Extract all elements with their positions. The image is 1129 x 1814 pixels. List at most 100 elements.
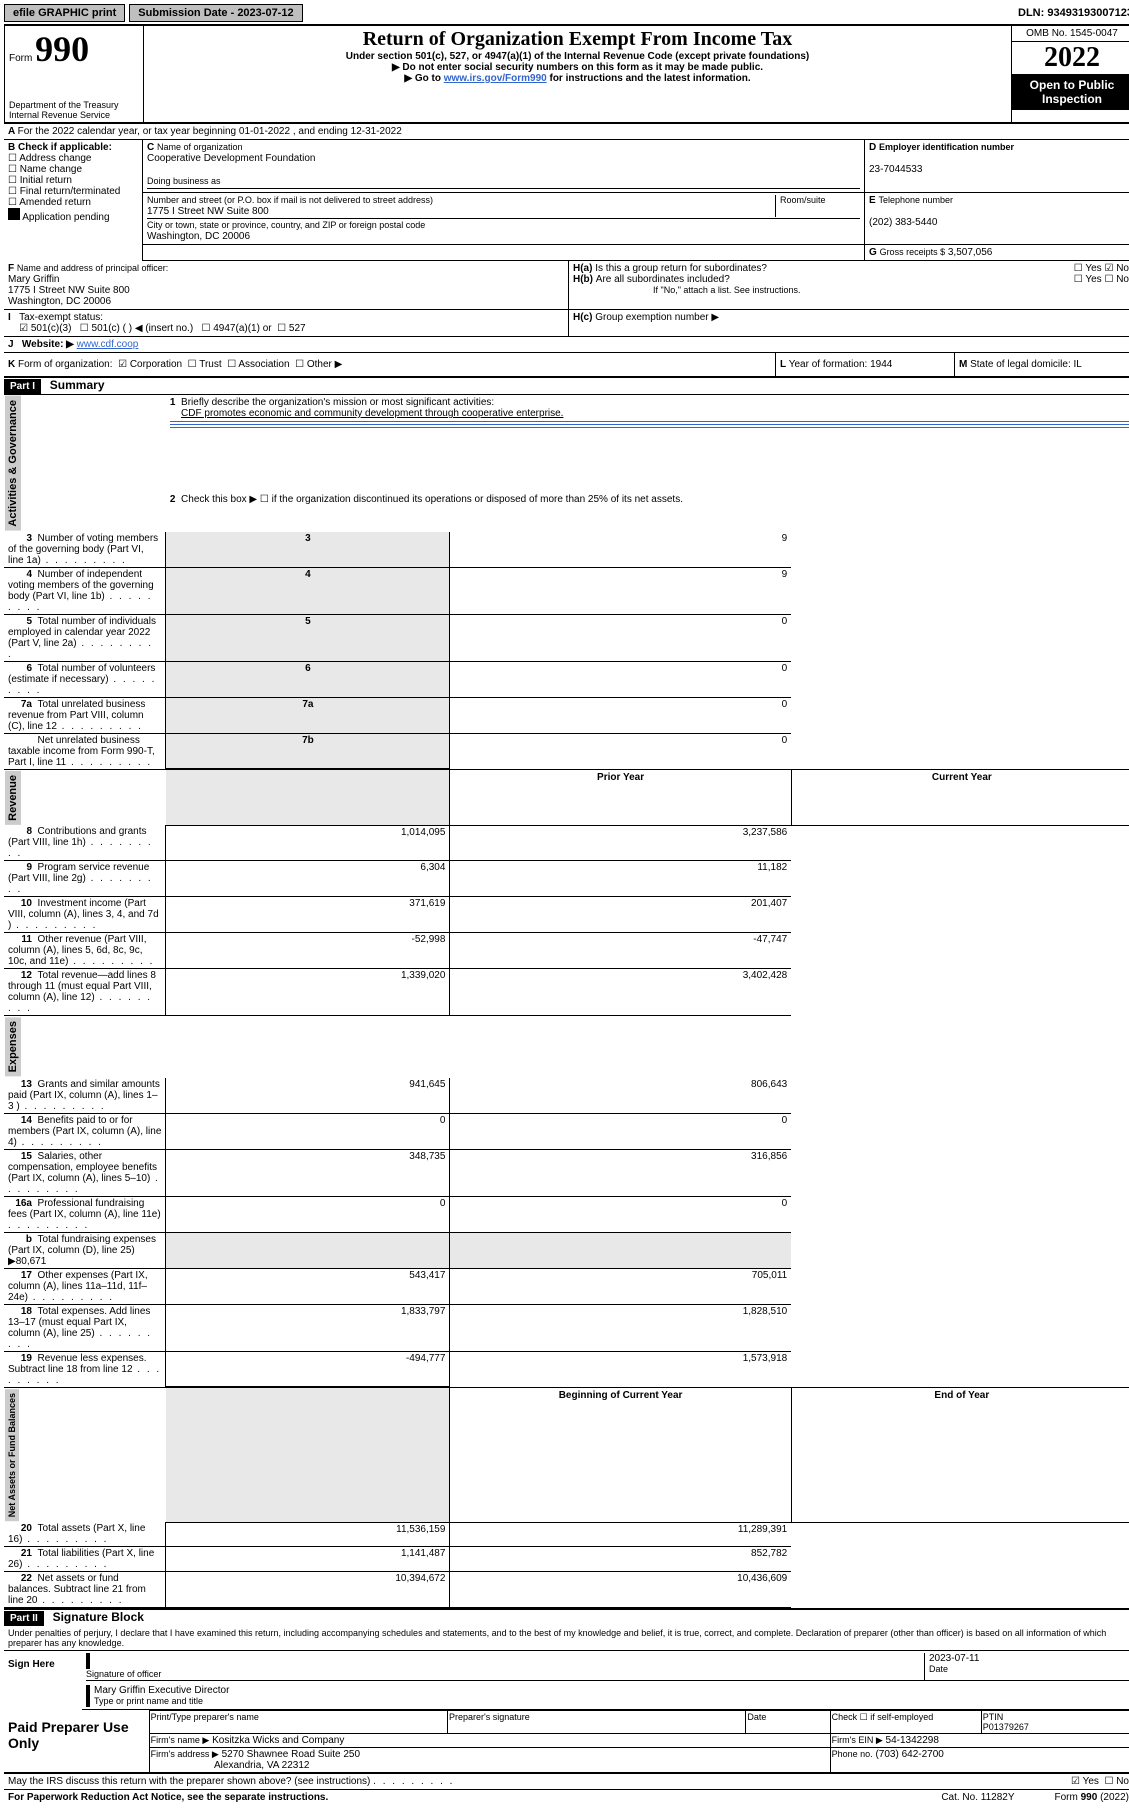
tax-status-label: Tax-exempt status: bbox=[19, 312, 103, 323]
table-row: 15 Salaries, other compensation, employe… bbox=[4, 1149, 1129, 1196]
table-row: 11 Other revenue (Part VIII, column (A),… bbox=[4, 933, 1129, 969]
chk-address-change[interactable]: Address change bbox=[8, 153, 138, 164]
cat-no: Cat. No. 11282Y bbox=[941, 1792, 1014, 1803]
part2-header: Part II Signature Block bbox=[4, 1608, 1129, 1626]
mission-value: CDF promotes economic and community deve… bbox=[181, 408, 563, 419]
prep-date-label: Date bbox=[746, 1711, 830, 1734]
firm-addr1: 5270 Shawnee Road Suite 250 bbox=[222, 1749, 360, 1760]
chk-527[interactable]: 527 bbox=[277, 323, 305, 334]
year-formation-value: 1944 bbox=[870, 359, 892, 370]
vlabel-expenses: Expenses bbox=[5, 1017, 21, 1076]
table-row: 6 Total number of volunteers (estimate i… bbox=[4, 661, 1129, 697]
table-row: 16a Professional fundraising fees (Part … bbox=[4, 1196, 1129, 1232]
form-prefix: Form bbox=[9, 53, 32, 64]
ha-yes[interactable]: Yes bbox=[1074, 263, 1102, 274]
goto-pre: Go to bbox=[415, 73, 444, 84]
chk-other[interactable]: Other ▶ bbox=[295, 359, 342, 370]
discuss-no[interactable]: No bbox=[1104, 1776, 1129, 1787]
irs-label: Internal Revenue Service bbox=[9, 110, 139, 120]
entity-block: B Check if applicable: Address change Na… bbox=[4, 140, 1129, 261]
declaration-text: Under penalties of perjury, I declare th… bbox=[4, 1626, 1129, 1651]
top-bar: efile GRAPHIC print Submission Date - 20… bbox=[4, 4, 1129, 22]
self-employed-check[interactable]: Check ☐ if self-employed bbox=[830, 1711, 981, 1734]
table-row: 3 Number of voting members of the govern… bbox=[4, 532, 1129, 568]
part1-body: Activities & Governance 1 Briefly descri… bbox=[4, 394, 1129, 1608]
table-row: 17 Other expenses (Part IX, column (A), … bbox=[4, 1268, 1129, 1304]
dba-label: Doing business as bbox=[147, 176, 221, 186]
firm-addr2: Alexandria, VA 22312 bbox=[214, 1760, 309, 1771]
gross-label: Gross receipts $ bbox=[880, 247, 946, 257]
discuss-text: May the IRS discuss this return with the… bbox=[8, 1776, 370, 1787]
efile-button[interactable]: efile GRAPHIC print bbox=[4, 4, 125, 22]
ha-no[interactable]: No bbox=[1104, 263, 1129, 274]
vlabel-activities: Activities & Governance bbox=[5, 396, 21, 531]
addr-label: Number and street (or P.O. box if mail i… bbox=[147, 195, 433, 205]
part1-header: Part I Summary bbox=[4, 378, 1129, 394]
officer-name: Mary Griffin bbox=[8, 274, 60, 285]
gross-value: 3,507,056 bbox=[948, 247, 993, 258]
chk-name-change[interactable]: Name change bbox=[8, 164, 138, 175]
officer-title-label: Type or print name and title bbox=[94, 1696, 203, 1706]
hb-no[interactable]: No bbox=[1104, 274, 1129, 285]
prep-name-label: Print/Type preparer's name bbox=[149, 1711, 447, 1734]
part1-title: Summary bbox=[44, 378, 105, 392]
vlabel-revenue: Revenue bbox=[5, 771, 21, 825]
firm-ein-label: Firm's EIN ▶ bbox=[832, 1735, 883, 1745]
website-link[interactable]: www.cdf.coop bbox=[77, 339, 139, 350]
chk-trust[interactable]: Trust bbox=[188, 359, 222, 370]
hb-yes[interactable]: Yes bbox=[1074, 274, 1102, 285]
addr-value: 1775 I Street NW Suite 800 bbox=[147, 206, 269, 217]
form-subtitle: Under section 501(c), 527, or 4947(a)(1)… bbox=[148, 51, 1007, 62]
city-label: City or town, state or province, country… bbox=[147, 220, 425, 230]
line-KLM: K Form of organization: Corporation Trus… bbox=[4, 353, 1129, 378]
table-row: b Total fundraising expenses (Part IX, c… bbox=[4, 1232, 1129, 1268]
irs-link[interactable]: www.irs.gov/Form990 bbox=[444, 73, 547, 84]
table-row: 13 Grants and similar amounts paid (Part… bbox=[4, 1078, 1129, 1114]
domicile-label: State of legal domicile: bbox=[970, 359, 1071, 370]
line-A: A For the 2022 calendar year, or tax yea… bbox=[4, 124, 1129, 140]
sign-here-label: Sign Here bbox=[4, 1651, 82, 1710]
line2-text: Check this box ▶ ☐ if the organization d… bbox=[181, 494, 683, 505]
ein-value: 23-7044533 bbox=[869, 164, 922, 175]
chk-501c3[interactable]: 501(c)(3) bbox=[19, 323, 71, 334]
form-title: Return of Organization Exempt From Incom… bbox=[148, 28, 1007, 51]
chk-initial-return[interactable]: Initial return bbox=[8, 175, 138, 186]
omb-number: OMB No. 1545-0047 bbox=[1012, 26, 1129, 42]
table-row: Net unrelated business taxable income fr… bbox=[4, 733, 1129, 769]
ptin-value: P01379267 bbox=[983, 1722, 1029, 1732]
phone-value: (202) 383-5440 bbox=[869, 217, 937, 228]
chk-corporation[interactable]: Corporation bbox=[118, 359, 182, 370]
firm-ein-value: 54-1342298 bbox=[886, 1735, 939, 1746]
form-footer: Form 990 (2022) bbox=[1055, 1792, 1129, 1803]
open-public-label: Open to Public Inspection bbox=[1012, 74, 1129, 110]
table-row: 19 Revenue less expenses. Subtract line … bbox=[4, 1351, 1129, 1387]
chk-final-return[interactable]: Final return/terminated bbox=[8, 186, 138, 197]
signature-block: Sign Here Signature of officer 2023-07-1… bbox=[4, 1651, 1129, 1710]
col-prior-year: Prior Year bbox=[450, 769, 791, 825]
mission-label: Briefly describe the organization's miss… bbox=[181, 397, 494, 408]
chk-501c[interactable]: 501(c) ( ) ◀ (insert no.) bbox=[80, 323, 193, 334]
tax-year: 2022 bbox=[1012, 42, 1129, 74]
chk-amended-return[interactable]: Amended return bbox=[8, 197, 138, 208]
col-current-year: Current Year bbox=[791, 769, 1129, 825]
discuss-line: May the IRS discuss this return with the… bbox=[4, 1774, 1129, 1790]
city-value: Washington, DC 20006 bbox=[147, 231, 250, 242]
room-label: Room/suite bbox=[780, 195, 826, 205]
footer: For Paperwork Reduction Act Notice, see … bbox=[4, 1790, 1129, 1805]
discuss-yes[interactable]: Yes bbox=[1071, 1776, 1099, 1787]
col-end-year: End of Year bbox=[791, 1387, 1129, 1522]
chk-4947[interactable]: 4947(a)(1) or bbox=[202, 323, 272, 334]
officer-block: F Name and address of principal officer:… bbox=[4, 261, 1129, 337]
table-row: 10 Investment income (Part VIII, column … bbox=[4, 897, 1129, 933]
table-row: 7a Total unrelated business revenue from… bbox=[4, 697, 1129, 733]
table-row: 18 Total expenses. Add lines 13–17 (must… bbox=[4, 1304, 1129, 1351]
line-B-label: B Check if applicable: bbox=[8, 142, 138, 153]
dept-label: Department of the Treasury bbox=[9, 100, 139, 110]
h-note: If "No," attach a list. See instructions… bbox=[573, 285, 1129, 295]
preparer-block: Paid Preparer Use Only Print/Type prepar… bbox=[4, 1710, 1129, 1774]
ptin-label: PTIN bbox=[983, 1712, 1004, 1722]
chk-application-pending[interactable]: Application pending bbox=[8, 208, 138, 223]
website-label: Website: ▶ bbox=[22, 339, 74, 350]
submission-date-button[interactable]: Submission Date - 2023-07-12 bbox=[129, 4, 302, 22]
chk-association[interactable]: Association bbox=[227, 359, 289, 370]
